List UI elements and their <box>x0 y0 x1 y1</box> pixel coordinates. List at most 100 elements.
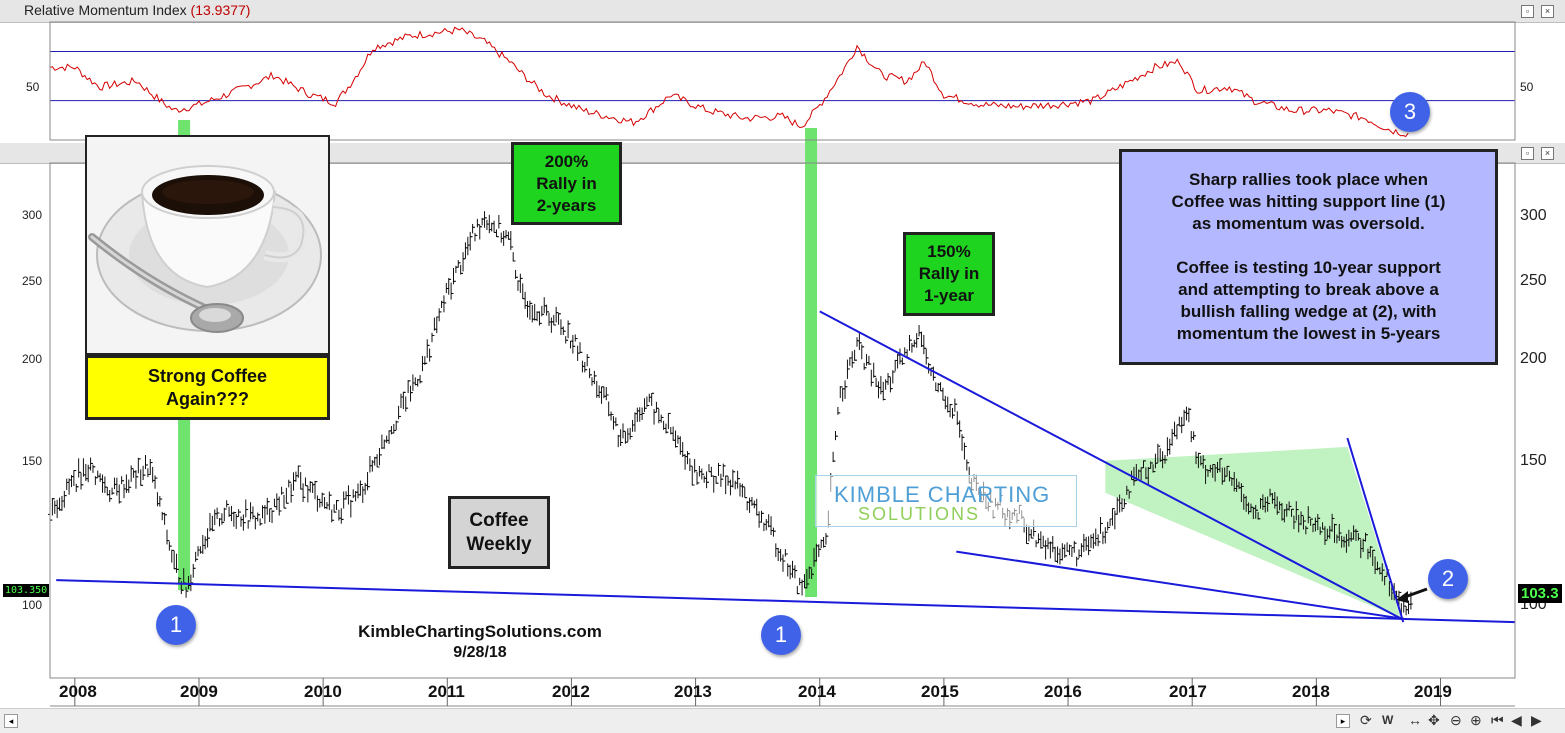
price-bar <box>487 214 492 234</box>
price-bar <box>210 515 215 532</box>
price-bar <box>764 519 769 531</box>
price-bar <box>835 406 840 437</box>
price-bar <box>375 454 380 468</box>
price-bar <box>451 267 456 295</box>
price-bar <box>788 564 793 580</box>
price-bar <box>644 396 649 409</box>
price-bar <box>131 468 136 478</box>
price-bar <box>554 306 559 326</box>
price-bar <box>236 509 241 518</box>
price-bar <box>582 362 587 373</box>
price-bar <box>492 220 497 233</box>
zoom-in-icon[interactable]: ⊕ <box>1470 712 1482 728</box>
price-bar <box>193 551 198 569</box>
price-bar <box>570 335 575 354</box>
price-bar <box>164 514 169 545</box>
price-bar <box>513 260 518 279</box>
price-bar <box>890 370 895 390</box>
price-bar <box>453 265 458 282</box>
year-label: 2014 <box>798 682 836 701</box>
price-bar <box>1060 543 1065 561</box>
scroll-begin-icon[interactable]: ⏮ <box>1491 712 1504 728</box>
price-bar <box>112 477 117 494</box>
price-bar <box>871 362 876 383</box>
price-bar <box>55 499 60 519</box>
scroll-left-icon[interactable]: ◂ <box>4 714 18 728</box>
move-icon[interactable]: ✥ <box>1428 712 1440 728</box>
price-bar <box>599 386 604 404</box>
scroll-forward-icon[interactable]: ▶ <box>1531 712 1542 728</box>
price-bar <box>544 304 549 316</box>
weekly-button[interactable]: W <box>1382 713 1394 727</box>
year-label: 2011 <box>428 682 465 701</box>
price-bar <box>733 471 738 490</box>
price-bar <box>427 344 432 362</box>
price-close-icon[interactable]: × <box>1541 147 1554 160</box>
coffee-cup-image <box>85 135 330 355</box>
price-bar <box>430 332 435 358</box>
price-bar <box>964 445 969 471</box>
price-panel-frame <box>49 162 1516 679</box>
price-bar <box>122 480 127 499</box>
price-bar <box>604 386 609 401</box>
scroll-right-icon[interactable]: ▸ <box>1336 714 1350 728</box>
price-bar <box>334 500 339 513</box>
price-bar <box>501 230 506 246</box>
price-bar <box>62 490 67 508</box>
price-bar <box>869 363 874 387</box>
scroll-back-icon[interactable]: ◀ <box>1511 712 1522 728</box>
indicator-restore-icon[interactable]: ▫ <box>1521 5 1534 18</box>
price-bar <box>876 381 881 399</box>
price-bar <box>150 462 155 483</box>
price-bar <box>313 480 318 500</box>
refresh-icon[interactable]: ⟳ <box>1360 712 1372 728</box>
price-bar <box>346 485 351 505</box>
price-bar <box>401 391 406 410</box>
price-bar <box>697 465 702 484</box>
price-bar <box>441 295 446 313</box>
price-bar <box>1103 527 1108 544</box>
wedge-lower-trendline <box>956 550 1401 620</box>
price-bar <box>222 507 227 523</box>
price-bar <box>363 482 368 495</box>
price-bar <box>852 349 857 364</box>
price-bar <box>919 331 924 348</box>
price-bar <box>642 398 647 414</box>
price-bar <box>962 436 967 460</box>
zoom-out-icon[interactable]: ⊖ <box>1450 712 1462 728</box>
price-bar <box>656 407 661 424</box>
price-bar <box>133 470 138 489</box>
price-bar <box>1074 542 1079 567</box>
price-bar <box>740 483 745 498</box>
price-bar <box>1165 437 1170 461</box>
price-bar <box>310 481 315 494</box>
price-bar <box>358 480 363 496</box>
rally-200-label: 200% Rally in 2-years <box>511 142 622 225</box>
price-bar <box>594 375 599 398</box>
price-bar <box>675 435 680 448</box>
price-bar <box>757 511 762 528</box>
price-bar <box>1029 529 1034 539</box>
price-bar <box>391 424 396 434</box>
price-bar <box>511 246 516 262</box>
price-restore-icon[interactable]: ▫ <box>1521 147 1534 160</box>
price-bar <box>778 548 783 562</box>
resize-horizontal-icon[interactable]: ↔ <box>1408 712 1422 728</box>
price-bar <box>1100 522 1105 545</box>
price-tick-left: 300 <box>22 208 43 222</box>
price-bar <box>1086 536 1091 556</box>
price-bar <box>628 427 633 440</box>
price-bar <box>518 273 523 293</box>
indicator-close-icon[interactable]: × <box>1541 5 1554 18</box>
price-bar <box>387 430 392 445</box>
price-bar <box>90 462 95 473</box>
price-bar <box>625 428 630 443</box>
price-bar <box>668 412 673 435</box>
indicator-value: (13.9377) <box>190 2 251 18</box>
price-bar <box>468 231 473 251</box>
price-bar <box>573 334 578 347</box>
price-bar <box>50 497 55 521</box>
price-bar <box>659 414 664 423</box>
price-bar <box>704 471 709 489</box>
price-bar <box>360 484 365 503</box>
